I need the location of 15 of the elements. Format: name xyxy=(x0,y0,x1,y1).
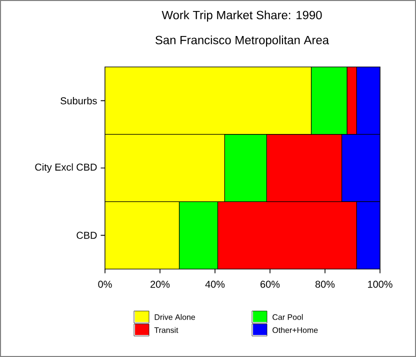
x-tick-label: 40% xyxy=(205,280,225,288)
x-tick-label: 60% xyxy=(260,280,280,288)
x-tick-label: 20% xyxy=(150,280,170,288)
chart-subtitle: San Francisco Metropolitan Area xyxy=(156,36,330,47)
x-tick-label: 100% xyxy=(368,280,392,288)
x-tick-label: 80% xyxy=(315,280,335,288)
bar xyxy=(310,67,348,135)
bar xyxy=(178,201,218,269)
y-tick-label: City Excl CBD xyxy=(35,163,97,173)
x-tick-label: 0% xyxy=(98,280,112,288)
bar xyxy=(346,67,357,135)
bar xyxy=(224,134,268,202)
y-tick-label: CBD xyxy=(76,232,97,239)
chart-title: Work Trip Market Share: 1990 xyxy=(162,10,322,22)
y-tick-label: Suburbs xyxy=(60,97,97,104)
